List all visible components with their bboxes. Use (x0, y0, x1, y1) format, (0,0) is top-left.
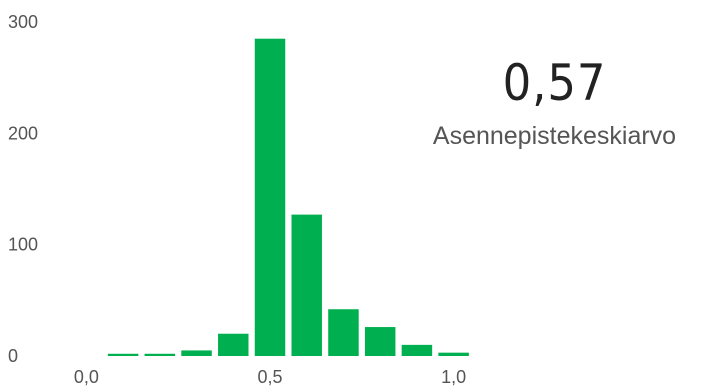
histogram-bar (181, 350, 212, 356)
histogram-bars (107, 38, 469, 356)
histogram-bar (328, 309, 359, 356)
histogram-bar (254, 38, 286, 356)
y-tick-label: 0 (8, 346, 18, 366)
kpi-label: Asennepistekeskiarvo (432, 122, 677, 150)
histogram-bar (218, 333, 249, 356)
histogram-bar (144, 353, 176, 356)
x-tick-label: 0,0 (74, 367, 99, 387)
x-axis-ticks: 0,0 0,5 1,0 (74, 367, 466, 387)
y-axis-ticks: 0 100 200 300 (8, 12, 38, 366)
histogram-bar (364, 327, 396, 356)
y-tick-label: 100 (8, 235, 38, 255)
y-tick-label: 200 (8, 123, 38, 143)
histogram-bar (291, 214, 322, 356)
histogram-bar (401, 344, 433, 356)
y-tick-label: 300 (8, 12, 38, 32)
histogram-chart: 0 100 200 300 0,0 0,5 1,0 (8, 12, 469, 387)
histogram-bar (438, 352, 469, 356)
kpi-value: 0,57 (502, 54, 607, 112)
x-tick-label: 0,5 (257, 367, 282, 387)
kpi-card: 0,57 Asennepistekeskiarvo (400, 58, 709, 149)
x-tick-label: 1,0 (441, 367, 466, 387)
histogram-bar (107, 353, 139, 356)
